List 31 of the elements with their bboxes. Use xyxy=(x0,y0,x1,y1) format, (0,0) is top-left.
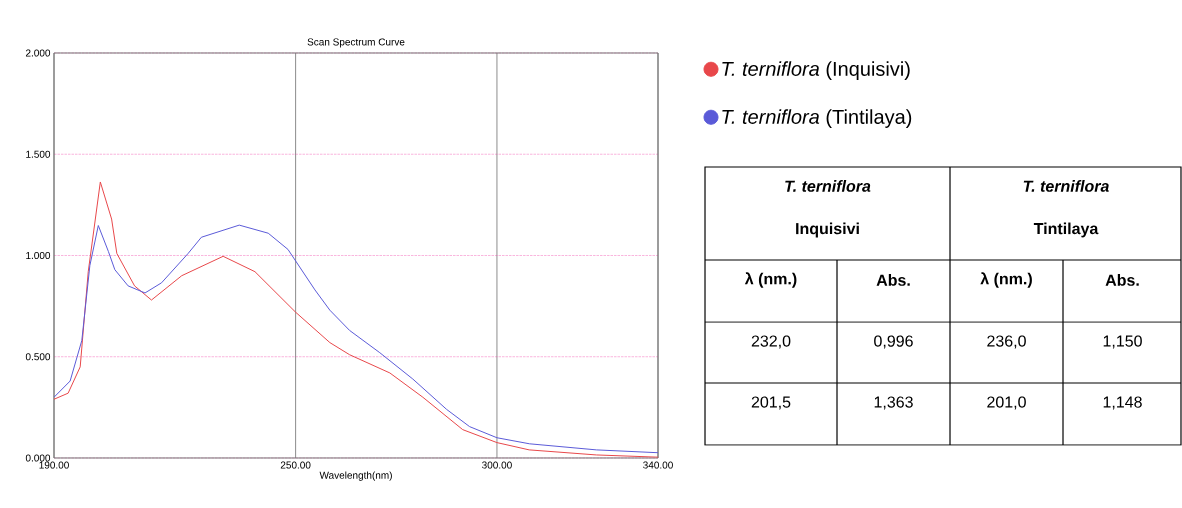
text: λ (nm.) xyxy=(980,272,1032,288)
text: 1,148 xyxy=(1103,396,1142,410)
x-tick-label: 190.00 xyxy=(39,461,69,469)
legend-label: T. terniflora (Inquisivi) xyxy=(722,61,910,80)
text: T. terniflora xyxy=(1023,180,1109,192)
y-tick-label: 1.500 xyxy=(26,150,51,158)
text: 236,0 xyxy=(987,335,1026,349)
y-tick-label: 0.000 xyxy=(25,454,51,462)
text: 232,0 xyxy=(751,335,791,349)
text: Abs. xyxy=(876,274,910,286)
text: 1,150 xyxy=(1103,335,1142,349)
text: 1,363 xyxy=(874,396,913,410)
legend-label: T. terniflora (Tintilaya) xyxy=(722,109,912,128)
line-series xyxy=(54,224,659,454)
text: 0,996 xyxy=(874,335,913,349)
text: 201,5 xyxy=(751,396,791,410)
y-tick-label: 1.000 xyxy=(26,251,51,260)
line-series xyxy=(54,181,659,458)
text: T. terniflora xyxy=(785,180,871,192)
text: Abs. xyxy=(1105,274,1139,286)
x-tick-label: 340.00 xyxy=(643,461,673,469)
text: Inquisivi xyxy=(796,222,859,238)
x-tick-label: 300.00 xyxy=(482,461,512,469)
x-tick-label: 250.00 xyxy=(280,461,311,469)
text: Tintilaya xyxy=(1033,222,1099,238)
chart-title: Scan Spectrum Curve xyxy=(307,38,405,48)
y-tick-label: 0.500 xyxy=(25,353,51,361)
y-tick-label: 2.000 xyxy=(25,49,51,57)
text: 201,0 xyxy=(987,396,1026,410)
text: λ (nm.) xyxy=(744,272,797,288)
x-axis-title: Wavelength(nm) xyxy=(319,471,392,481)
